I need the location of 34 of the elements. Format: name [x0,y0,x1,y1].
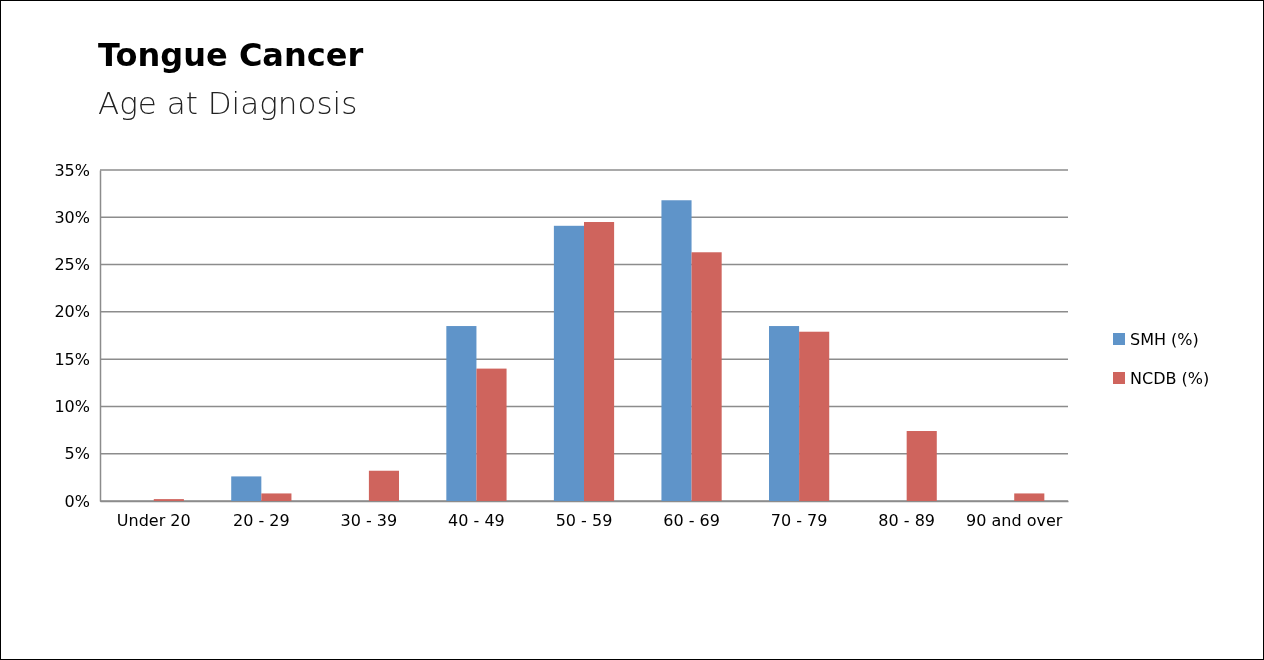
y-tick-label: 25% [54,255,90,275]
bar [691,252,722,501]
x-tick-label: 60 - 69 [663,511,720,531]
x-tick-label: 30 - 39 [340,511,398,531]
y-tick-label: 35% [54,160,90,180]
x-tick-label: 20 - 29 [233,511,290,531]
y-tick-label: 15% [54,349,90,369]
x-tick-label: 40 - 49 [448,511,505,531]
bar [584,222,615,501]
y-tick-label: 10% [54,397,90,417]
bar [476,368,507,501]
bar [553,225,584,501]
bar [769,326,800,501]
y-tick-label: 0% [64,491,90,511]
x-tick-label: 90 and over [966,511,1063,531]
legend-label: NCDB (%) [1130,369,1210,388]
y-tick-label: 5% [64,444,90,464]
y-tick-label: 20% [54,302,90,322]
x-tick-label: Under 20 [116,511,191,531]
y-tick-label: 30% [54,207,90,227]
bar [1014,493,1045,501]
bar [231,476,262,501]
bar [446,326,477,501]
x-tick-label: 50 - 59 [555,511,613,531]
bar [906,431,937,501]
bar [368,470,399,501]
chart-subtitle: Age at Diagnosis [98,85,358,121]
bar [261,493,292,501]
x-tick-label: 80 - 89 [878,511,935,531]
x-tick-label: 70 - 79 [770,511,828,531]
legend-label: SMH (%) [1130,330,1199,349]
chart-title: Tongue Cancer [98,36,364,74]
bar [661,200,692,501]
bar [799,331,830,501]
